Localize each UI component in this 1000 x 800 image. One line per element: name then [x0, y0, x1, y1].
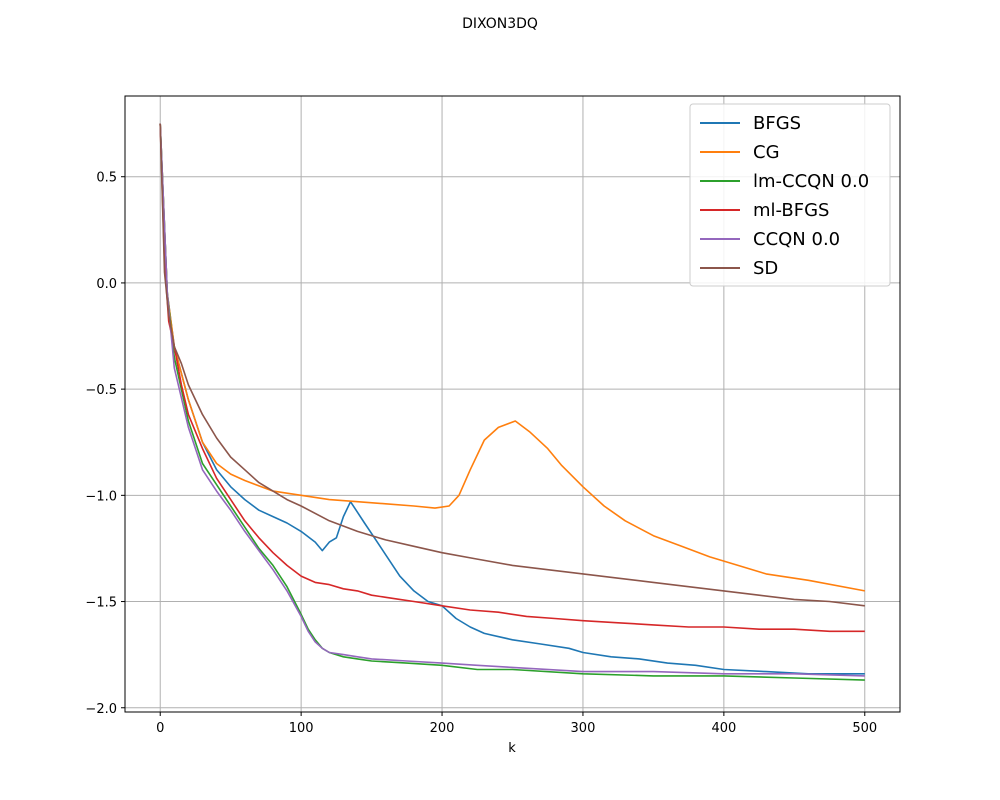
- legend-label-bfgs: BFGS: [753, 113, 801, 134]
- plot-frame: [124, 95, 901, 713]
- legend-box: [689, 103, 891, 287]
- y-tick-label: 0.0: [96, 277, 117, 292]
- x-tick-label: 300: [571, 721, 596, 736]
- series-line-bfgs: [159, 123, 865, 675]
- legend-label-ml-bfgs: ml-BFGS: [753, 200, 829, 221]
- legend: BFGS CG lm-CCQN 0.0 ml-BFGS CCQN 0.0 SD: [689, 103, 891, 287]
- x-tick-label: 100: [289, 721, 314, 736]
- legend-label-ccqn-0-0: CCQN 0.0: [753, 229, 840, 250]
- x-axis-label: k: [508, 741, 516, 756]
- series-line-ccqn-0-0: [159, 123, 865, 677]
- x-tick-label: 500: [852, 721, 877, 736]
- series-line-sd: [159, 123, 865, 607]
- series-line-ml-bfgs: [159, 123, 865, 633]
- y-tick-label: −2.0: [85, 702, 117, 717]
- y-tick-label: −1.0: [85, 489, 117, 504]
- x-tick-label: 400: [711, 721, 736, 736]
- x-tick-label: 200: [430, 721, 455, 736]
- legend-label-lm-ccqn-0-0: lm-CCQN 0.0: [753, 171, 869, 192]
- y-tick-label: −0.5: [85, 383, 117, 398]
- x-tick-label: 0: [156, 721, 164, 736]
- y-tick-label: −1.5: [85, 596, 117, 611]
- axis-ticks: 0 100 200 300 400 500 0.5 0.0 −0.5 −1.0 −1.5 −2.0: [85, 171, 877, 736]
- chart-title: DIXON3DQ: [462, 16, 538, 32]
- series-layer: [159, 123, 865, 681]
- series-line-cg: [159, 123, 865, 592]
- legend-label-sd: SD: [753, 258, 778, 279]
- y-tick-label: 0.5: [96, 171, 117, 186]
- legend-label-cg: CG: [753, 142, 780, 163]
